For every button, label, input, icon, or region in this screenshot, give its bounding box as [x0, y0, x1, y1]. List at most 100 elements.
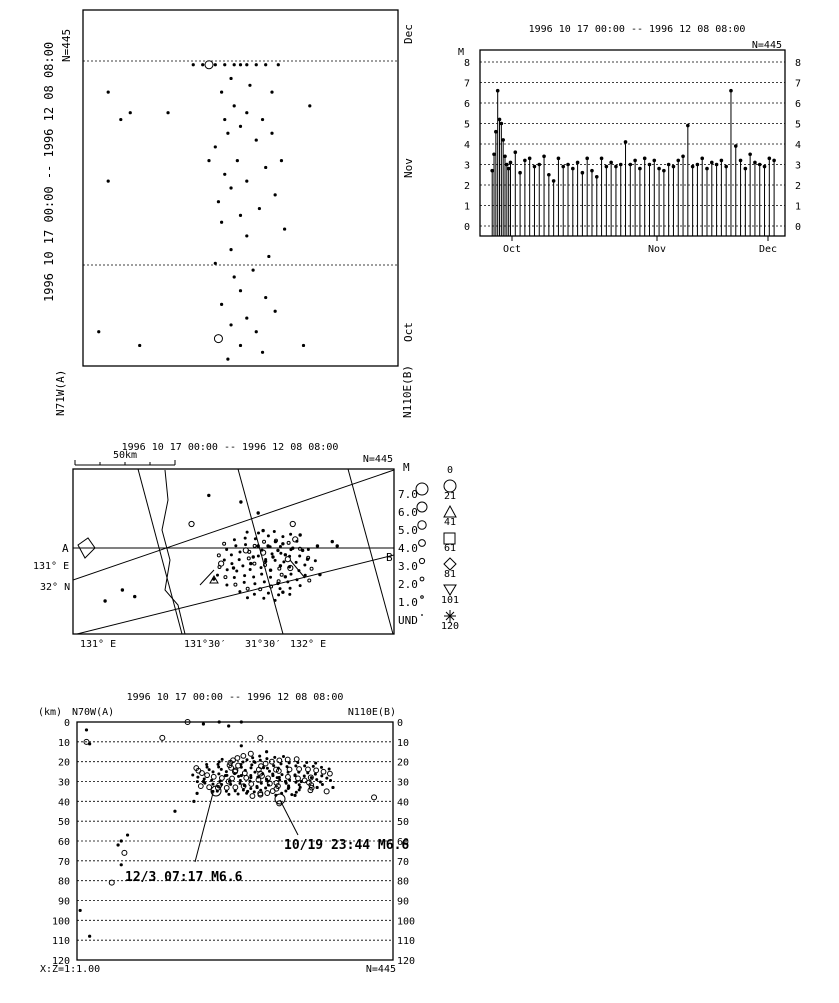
section-depth-tick-right: 60	[397, 837, 409, 848]
map-cluster-point	[279, 572, 284, 577]
timeline-point	[226, 357, 230, 361]
map-cluster-point	[306, 548, 310, 552]
mt-bar-head	[738, 158, 743, 163]
section-depth-tick-right: 120	[397, 956, 415, 967]
section-cluster-point	[280, 773, 284, 777]
map-cluster-point	[252, 543, 257, 548]
mt-bar-head	[724, 164, 728, 169]
section-cluster-point	[207, 768, 211, 772]
map-scale-label: 50km	[113, 450, 137, 461]
section-point	[315, 785, 319, 790]
timeline-point	[213, 261, 217, 265]
section-cluster-point	[294, 764, 298, 768]
map-cluster-point	[259, 566, 263, 570]
mt-bar-head	[757, 162, 762, 167]
map-cluster-point	[241, 564, 245, 568]
map-frame	[72, 468, 395, 635]
map-cluster-point	[286, 540, 291, 545]
mt-tick-right: 6	[795, 99, 801, 110]
depth-legend: 0 21 41 61 81 101 120	[441, 465, 459, 632]
section-point	[88, 742, 92, 746]
map-cluster-point	[232, 538, 236, 542]
map-cluster-point	[225, 568, 229, 572]
legend-square-icon	[443, 532, 456, 545]
section-point	[119, 863, 123, 867]
map-point	[103, 599, 107, 603]
section-point	[173, 809, 177, 813]
mt-bar-head	[666, 162, 671, 167]
section-cluster-point	[191, 773, 195, 777]
map-large-event-marker	[209, 574, 219, 584]
section-cluster-point	[253, 770, 257, 774]
mt-tick-left: 5	[464, 120, 470, 131]
mt-axis-title: M	[458, 47, 464, 58]
annotation-1203: 12/3 07:17 M6.6	[125, 870, 243, 885]
map-cluster-point	[286, 580, 290, 584]
map-point	[271, 555, 275, 559]
mt-bar-head	[537, 162, 542, 167]
section-point	[266, 780, 273, 787]
section-cluster-point	[265, 757, 269, 761]
mt-bar-head	[676, 158, 681, 163]
section-point	[265, 750, 269, 754]
mt-bar-head	[590, 168, 594, 173]
timeline-point	[264, 63, 268, 67]
section-cluster-point	[243, 775, 250, 781]
mt-bar-head	[547, 172, 551, 177]
section-cluster-point	[264, 786, 268, 790]
mt-bar-head	[505, 162, 509, 167]
timeline-points	[97, 60, 312, 361]
section-cluster-point	[308, 782, 315, 788]
section-m66-event-1019	[274, 793, 286, 805]
section-cluster-point	[236, 792, 240, 796]
section-cluster-point	[278, 778, 282, 782]
mt-bar-head	[729, 88, 733, 93]
mt-bar-head	[527, 156, 532, 161]
mt-bar-head	[748, 152, 752, 157]
section-panel: 1996 10 17 00:00 -- 1996 12 08 08:00 (km…	[38, 692, 415, 975]
mt-bar-head	[652, 158, 657, 163]
section-cluster-point	[255, 784, 259, 788]
timeline-point	[245, 234, 249, 238]
mt-bar-head	[523, 158, 527, 163]
mt-bar-head	[585, 156, 589, 161]
timeline-point	[213, 63, 217, 67]
section-cluster-point	[305, 761, 309, 765]
mt-bar-head	[623, 140, 628, 144]
map-cluster-point	[245, 530, 249, 534]
timeline-point	[191, 63, 195, 67]
map-point	[335, 544, 339, 548]
legend-magnitude-symbol	[417, 520, 427, 530]
map-cluster-point	[245, 586, 250, 591]
map-cluster-point	[303, 573, 307, 577]
section-cluster-point	[255, 777, 262, 783]
map-point	[251, 555, 255, 559]
map-cluster-point	[252, 575, 256, 579]
timeline-point	[220, 220, 224, 224]
section-cluster-point	[293, 756, 300, 763]
section-cluster-point	[313, 767, 320, 774]
map-points	[103, 493, 339, 603]
map-point	[281, 542, 285, 546]
map-cluster-point	[298, 554, 302, 558]
annotation-leader-1019	[279, 799, 299, 836]
mt-bars	[490, 88, 776, 241]
legend-magnitude-symbol	[419, 576, 425, 582]
map-cluster-point	[252, 592, 256, 596]
section-cluster-point	[320, 774, 324, 778]
mt-bar-head	[571, 166, 575, 171]
legend-magnitude-label: 3.0	[398, 560, 418, 573]
mt-bar-head	[690, 164, 695, 169]
mt-bar-head	[495, 88, 500, 93]
section-cluster-point	[285, 765, 289, 769]
section-point	[227, 724, 231, 728]
map-cluster-point	[264, 558, 268, 562]
map-point	[261, 528, 265, 533]
map-cluster-point	[223, 575, 228, 580]
timeline-point	[223, 63, 227, 67]
timeline-point	[283, 227, 287, 231]
section-cluster-point	[248, 781, 255, 787]
mt-bar-head	[671, 164, 676, 169]
map-cluster-point	[294, 560, 298, 564]
section-line-lower	[74, 554, 394, 634]
